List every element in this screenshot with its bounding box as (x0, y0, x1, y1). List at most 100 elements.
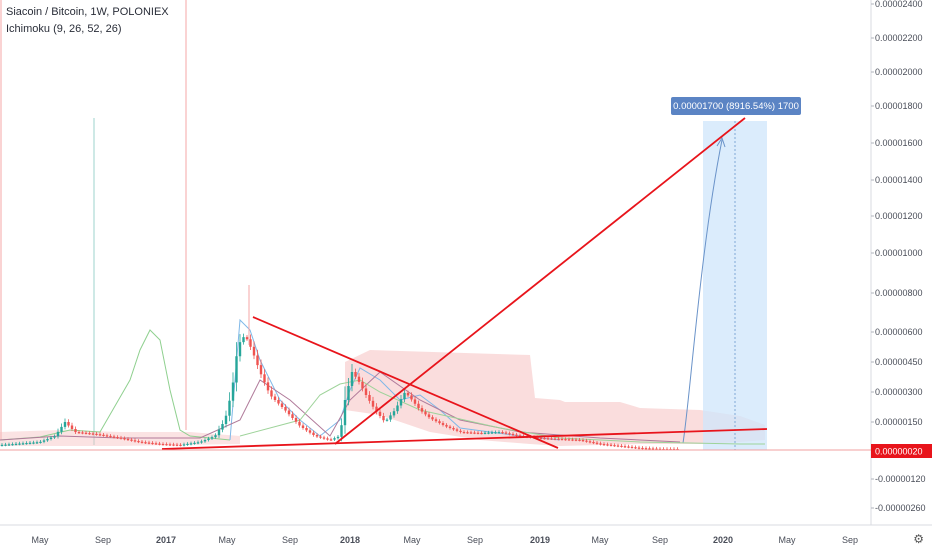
candle-body (126, 438, 130, 441)
candle-body (602, 444, 606, 446)
candle-body (88, 433, 91, 435)
candle-body (315, 435, 319, 437)
candle-body (0, 444, 4, 447)
candle-body (518, 435, 522, 437)
candle-body (403, 392, 406, 400)
y-tick-label: -0.00000260 (875, 503, 926, 513)
y-tick-label: 0.00002400 (875, 0, 923, 9)
candle-body (609, 444, 613, 446)
candle-body (196, 442, 200, 444)
candle-body (221, 424, 224, 430)
candle-body (595, 442, 599, 444)
candle-body (193, 442, 196, 445)
candle-body (382, 416, 385, 421)
candle-body (655, 448, 658, 450)
candle-body (375, 406, 378, 412)
candle-body (95, 433, 98, 435)
support-trendline[interactable] (161, 428, 768, 450)
candle-body (203, 440, 207, 442)
candle-body (347, 386, 350, 400)
candle-body (189, 443, 193, 445)
candle-body (511, 433, 515, 436)
candle-body (102, 434, 105, 436)
candle-body (417, 403, 420, 409)
candle-body (343, 400, 347, 426)
x-tick-label: Sep (95, 535, 111, 545)
candle-body (182, 444, 186, 446)
candle-body (322, 437, 326, 439)
y-tick-label: 0.00000150 (875, 417, 923, 427)
candle-body (4, 444, 7, 446)
candle-body (32, 442, 35, 444)
candle-body (455, 429, 459, 431)
candle-body (280, 403, 284, 407)
candle-body (567, 439, 571, 441)
candle-body (606, 444, 609, 446)
candle-body (238, 342, 242, 357)
candle-body (140, 441, 144, 443)
candle-body (109, 435, 112, 438)
candle-body (557, 438, 560, 440)
x-tick-label: Sep (842, 535, 858, 545)
candle-body (396, 405, 399, 412)
candle-body (270, 390, 273, 397)
candle-body (70, 425, 74, 429)
candle-body (420, 408, 424, 412)
candle-body (434, 419, 438, 422)
candle-body (277, 400, 280, 404)
candle-body (305, 428, 308, 431)
candle-body (35, 442, 39, 444)
candle-body (144, 442, 147, 444)
candle-body (298, 421, 301, 426)
candle-body (287, 410, 291, 415)
candle-body (326, 438, 329, 440)
y-tick-label: 0.00000600 (875, 327, 923, 337)
candle-body (200, 441, 203, 443)
gear-icon[interactable]: ⚙ (913, 532, 924, 546)
candle-body (91, 433, 95, 435)
candle-body (161, 443, 165, 446)
candle-body (627, 446, 630, 448)
candle-body (63, 422, 67, 427)
candle-body (53, 436, 56, 438)
candle-body (249, 339, 252, 347)
projection-badge (671, 97, 801, 115)
candle-body (210, 437, 214, 439)
candle-body (441, 423, 445, 425)
candle-body (399, 399, 403, 406)
candle-body (179, 444, 182, 447)
candle-body (658, 448, 662, 451)
candle-body (637, 447, 641, 449)
candle-body (578, 439, 581, 441)
y-tick-label: 0.00002200 (875, 33, 923, 43)
candle-body (424, 411, 427, 415)
breakout-projection-line[interactable] (334, 117, 746, 445)
candle-body (644, 448, 648, 450)
candle-body (263, 374, 266, 383)
y-tick-label: 0.00002000 (875, 67, 923, 77)
candle-body (291, 414, 294, 418)
candle-body (207, 438, 210, 440)
candle-body (368, 395, 371, 401)
descending-trendline[interactable] (252, 316, 559, 449)
candle-body (284, 407, 287, 411)
time-axis[interactable]: May Sep 2017 May Sep 2018 May Sep 2019 May Sep 2020… (31, 535, 858, 545)
candle-body (21, 443, 25, 445)
projection-badge-text: 0.00001700 (8916.54%) 1700 (673, 101, 799, 112)
candle-body (571, 439, 574, 441)
candle-body (504, 432, 508, 434)
y-tick-label: 0.00000800 (875, 288, 923, 298)
x-tick-label: May (218, 535, 236, 545)
candle-body (389, 415, 392, 420)
candle-body (98, 434, 102, 436)
x-tick-label: May (778, 535, 796, 545)
candle-body (18, 443, 21, 445)
last-price-badge (871, 444, 932, 458)
projection-arrowhead (716, 136, 726, 148)
candle-body (340, 425, 343, 437)
price-axis[interactable]: 0.00002400 0.00002200 0.00002000 0.00001800… (871, 0, 926, 513)
x-tick-label: Sep (282, 535, 298, 545)
candle-body (151, 442, 154, 445)
candle-body (46, 439, 49, 441)
